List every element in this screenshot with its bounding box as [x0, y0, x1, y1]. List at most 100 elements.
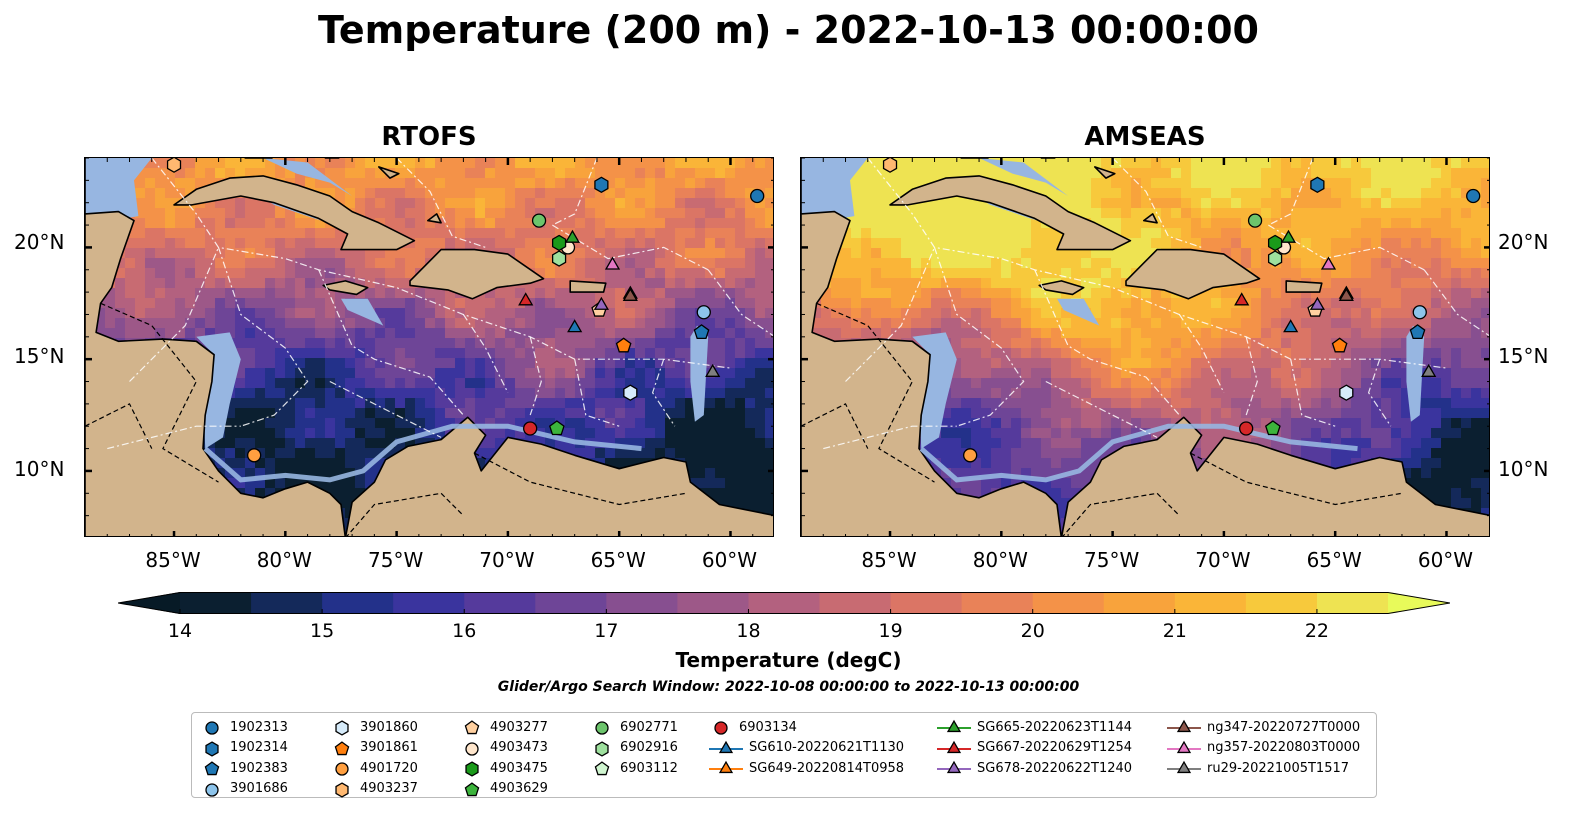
legend-marker-3901861	[334, 740, 350, 755]
colorbar-segment	[251, 592, 323, 614]
marker-4903237-amseas	[882, 158, 898, 173]
legend-glyph-4903473	[465, 741, 479, 756]
legend-glyph-1902314	[205, 740, 219, 757]
colorbar-tick-15: 15	[310, 620, 335, 642]
marker-ru29-20221005T1517-amseas	[1421, 363, 1437, 377]
marker-SG667-20220629T1254-amseas	[1234, 292, 1250, 306]
shallow-water-amseas	[801, 158, 1425, 449]
legend-item-6903112: 6903112	[590, 758, 678, 778]
colorbar-tick-19: 19	[878, 620, 903, 642]
legend-glyph-4903629	[464, 781, 480, 796]
eez-boundaries-rtofs	[107, 158, 773, 450]
colorbar-segment	[677, 592, 750, 614]
legend-item-3901860: 3901860	[330, 717, 418, 737]
colorbar-segment	[748, 592, 821, 614]
legend-marker-SG649-20220814T0958	[709, 760, 743, 774]
legend-label: SG610-20220621T1130	[749, 740, 905, 755]
legend-glyph-ng357-20220803T0000	[1176, 740, 1192, 753]
marker-6902771-amseas	[1247, 213, 1263, 228]
legend-item-4903277: 4903277	[460, 717, 548, 737]
legend-label: ng357-20220803T0000	[1207, 740, 1361, 755]
colorbar-segment	[322, 592, 394, 614]
legend-item-SG665-20220623T1144: SG665-20220623T1144	[937, 717, 1132, 737]
lat-label-15n-left: 15°N	[14, 344, 65, 368]
legend-item-3901686: 3901686	[200, 779, 288, 799]
eez-boundaries-amseas	[823, 158, 1489, 450]
legend-label: 4903277	[490, 719, 548, 735]
legend: 1902313 1902314 1902383 3901686 3901860 39018…	[191, 712, 1377, 798]
legend-item-SG610-20220621T1130: SG610-20220621T1130	[709, 738, 904, 758]
legend-label: 1902313	[230, 719, 288, 735]
legend-marker-6903134	[714, 721, 728, 735]
legend-marker-1902383	[204, 761, 220, 776]
lon-label-rtofs-1: 80°W	[256, 548, 312, 572]
marker-6903134-amseas	[1239, 421, 1254, 436]
legend-label: ng347-20220727T0000	[1207, 719, 1361, 735]
legend-label: SG678-20220622T1240	[977, 760, 1133, 776]
marker-1902383-amseas	[1409, 324, 1426, 340]
lon-label-rtofs-3: 70°W	[479, 548, 535, 572]
colorbar-tick-14: 14	[167, 620, 193, 642]
legend-item-4901720: 4901720	[330, 758, 418, 778]
legend-glyph-3901686	[205, 782, 219, 797]
legend-marker-ng347-20220727T0000	[1167, 719, 1201, 733]
legend-glyph-4903237	[335, 781, 349, 798]
colorbar	[117, 592, 1451, 614]
marker-4903475-rtofs	[551, 234, 567, 252]
legend-marker-SG678-20220622T1240	[937, 760, 971, 774]
map-canvas-rtofs	[85, 158, 773, 536]
legend-label: 3901861	[360, 740, 418, 755]
legend-marker-ru29-20221005T1517	[1167, 760, 1201, 774]
colorbar-tick-20: 20	[1020, 620, 1045, 642]
colorbar-tick-18: 18	[736, 620, 761, 642]
colorbar-segment	[1245, 592, 1318, 614]
legend-glyph-1902383	[204, 761, 220, 776]
marker-SG678-20220622T1240-amseas	[1309, 296, 1325, 310]
map-canvas-amseas	[801, 158, 1489, 536]
legend-item-3901861: 3901861	[330, 738, 418, 758]
legend-glyph-6903134	[714, 721, 728, 735]
legend-label: SG665-20220623T1144	[977, 719, 1133, 735]
colorbar-segment	[606, 592, 679, 614]
observation-markers-amseas	[882, 158, 1481, 463]
marker-4901720-rtofs	[247, 448, 262, 463]
legend-item-4903237: 4903237	[330, 779, 418, 799]
marker-ng357-20220803T0000-rtofs	[604, 256, 621, 270]
observation-markers-rtofs	[166, 158, 765, 463]
marker-4903237-rtofs	[166, 158, 182, 173]
marker-1902313-rtofs	[750, 188, 765, 204]
marker-SG665-20220623T1144-rtofs	[564, 229, 581, 243]
marker-ng357-20220803T0000-amseas	[1320, 256, 1337, 270]
legend-label: 4903473	[490, 740, 548, 755]
legend-glyph-6903112	[594, 761, 610, 776]
colorbar-segment	[890, 592, 963, 614]
legend-marker-1902314	[205, 740, 219, 757]
marker-1902314-amseas	[1310, 176, 1325, 194]
marker-SG665-20220623T1144-amseas	[1280, 229, 1297, 243]
legend-item-ng357-20220803T0000: ng357-20220803T0000	[1167, 738, 1360, 758]
legend-label: 4901720	[360, 760, 418, 776]
legend-marker-SG667-20220629T1254	[937, 740, 971, 753]
marker-3901686-amseas	[1412, 305, 1427, 320]
legend-glyph-4901720	[335, 762, 349, 776]
main-title: Temperature (200 m) - 2022-10-13 00:00:0…	[317, 8, 1259, 52]
legend-glyph-4903277	[464, 720, 480, 735]
colorbar-under-arrow	[118, 592, 180, 614]
panel-title-amseas: AMSEAS	[1084, 122, 1206, 152]
marker-6903134-rtofs	[523, 421, 538, 436]
marker-3901860-rtofs	[623, 384, 638, 401]
legend-marker-ng357-20220803T0000	[1167, 740, 1201, 753]
marker-4903629-rtofs	[548, 420, 565, 436]
colorbar-tick-21: 21	[1162, 620, 1187, 642]
legend-glyph-3901860	[335, 720, 349, 736]
legend-item-1902314: 1902314	[200, 738, 288, 758]
colorbar-segment	[180, 592, 252, 614]
marker-ru29-20221005T1517-rtofs	[705, 363, 721, 377]
colorbar-segment	[1103, 592, 1176, 614]
legend-label: 3901860	[360, 719, 418, 735]
colorbar-tick-22: 22	[1304, 620, 1330, 642]
legend-marker-6902916	[595, 740, 609, 757]
lon-label-amseas-2: 75°W	[1083, 548, 1140, 572]
legend-label: SG667-20220629T1254	[977, 740, 1133, 755]
colorbar-tick-16: 16	[452, 620, 477, 642]
